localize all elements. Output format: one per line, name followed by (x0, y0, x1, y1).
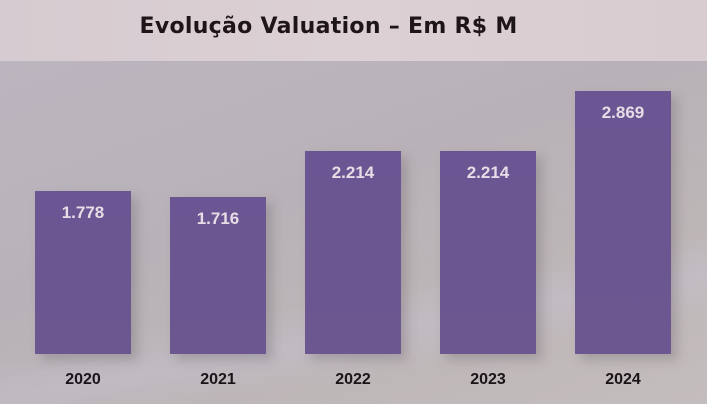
bar-2021: 1.716 (170, 197, 266, 354)
x-axis-label-2023: 2023 (470, 371, 506, 388)
x-axis-label-2024: 2024 (605, 371, 641, 388)
x-axis-label-2020: 2020 (65, 371, 101, 388)
bar-2023: 2.214 (440, 151, 536, 354)
bar-2020: 1.778 (35, 191, 131, 354)
bar-value-label: 1.716 (196, 209, 240, 228)
chart-title: Evolução Valuation – Em R$ M (0, 14, 707, 39)
x-axis-label-2021: 2021 (200, 371, 236, 388)
title-band: Evolução Valuation – Em R$ M (0, 0, 707, 61)
bar-2022: 2.214 (305, 151, 401, 354)
bar-2024: 2.869 (575, 91, 671, 354)
bar-value-label: 1.778 (61, 203, 105, 222)
bar-value-label: 2.214 (331, 163, 375, 182)
x-axis-label-2022: 2022 (335, 371, 371, 388)
bar-value-label: 2.869 (601, 103, 645, 122)
chart-title-text: Evolução Valuation – Em R$ M (139, 14, 518, 39)
bar-value-label: 2.214 (466, 163, 510, 182)
